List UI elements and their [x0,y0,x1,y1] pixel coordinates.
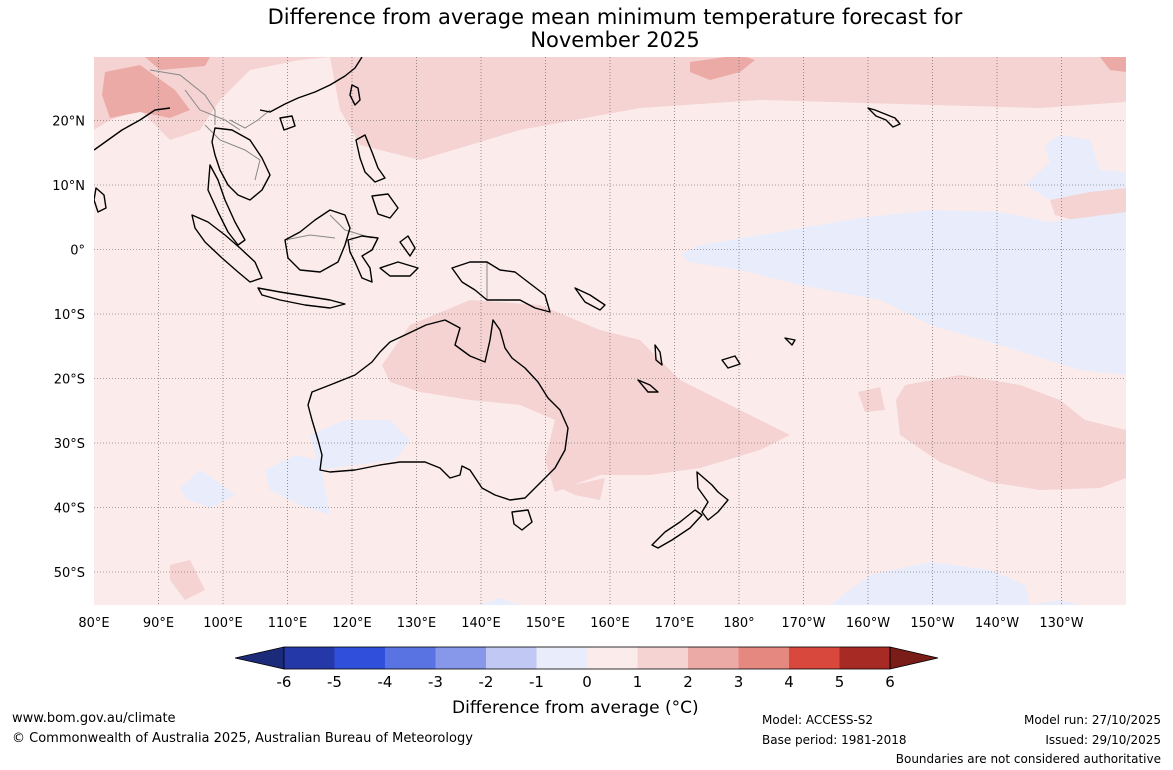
colorbar-outline [283,646,891,670]
latitude-label: 30°S [54,437,85,452]
longitude-label: 150°E [526,616,566,631]
issued-date: Issued: 29/10/2025 [1045,733,1161,747]
colorbar-segment [587,647,638,669]
website-link[interactable]: www.bom.gov.au/climate [12,711,176,726]
colorbar-segment [738,647,789,669]
colorbar-tick-label: 5 [835,673,845,691]
coast-java [257,287,346,309]
colorbar-segment [688,647,739,669]
latitude-label: 20°N [52,115,85,130]
longitude-label: 160°E [590,616,630,631]
coast-sumatra [191,214,263,283]
coast-new-zealand [696,471,729,521]
colorbar-tick-label: -2 [479,673,494,691]
longitude-labels: 80°E 90°E 100°E 110°E 120°E 130°E 140°E 150°E 16… [78,616,1083,631]
longitude-label: 110°E [268,616,308,631]
longitude-label: 100°E [203,616,243,631]
coast-new-guinea [451,261,551,313]
longitude-label: 130°E [397,616,437,631]
longitude-label: 130°W [1039,616,1083,631]
longitude-label: 180° [723,616,754,631]
longitude-label: 170°W [781,616,825,631]
copyright-text: © Commonwealth of Australia 2025, Austra… [12,731,473,746]
coast-australia [307,319,569,501]
latitude-label: 40°S [54,502,85,517]
longitude-label: 160°W [846,616,890,631]
colorbar-tick-label: 0 [582,673,592,691]
coastlines [94,57,901,549]
coast-malay-peninsula [207,164,246,246]
anomaly-band-minus1-to-0 [180,135,1126,605]
colorbar-segment [536,647,587,669]
colorbar-segment [486,647,537,669]
coast-hainan [279,115,296,131]
colorbar [234,646,939,670]
latitude-label: 50°S [54,566,85,581]
coast-taiwan [349,84,361,106]
coast-sri-lanka [94,187,107,213]
colorbar-tick-labels: -6 -5 -4 -3 -2 -1 0 1 2 3 4 5 6 [277,673,895,691]
coast-philippines-luzon [355,134,386,183]
colorbar-tick-label: -1 [529,673,544,691]
boundaries-disclaimer: Boundaries are not considered authoritat… [895,752,1161,766]
longitude-label: 120°E [332,616,372,631]
model-run-date: Model run: 27/10/2025 [1023,713,1161,727]
longitude-label: 140°E [461,616,501,631]
colorbar-segment [284,647,335,669]
anomaly-band-2-to-3 [102,57,1126,118]
colorbar-tick-label: 3 [734,673,744,691]
map-plot-area [94,57,1126,605]
colorbar-segment [789,647,840,669]
latitude-label: 10°S [54,308,85,323]
coast-new-zealand-south [651,509,703,549]
chart-title-line2: November 2025 [530,28,700,52]
colorbar-tick-label: -4 [378,673,393,691]
colorbar-tick-label: -3 [428,673,443,691]
coast-borneo [284,209,351,273]
colorbar-segment [334,647,385,669]
colorbar-tick-label: 4 [784,673,794,691]
colorbar-tick-label: 2 [683,673,693,691]
colorbar-tick-label: 1 [633,673,643,691]
longitude-label: 170°E [655,616,695,631]
colorbar-arrow-low [234,646,285,670]
colorbar-segment [839,647,890,669]
longitude-label: 80°E [78,616,109,631]
graticule [94,57,1126,605]
coast-india [94,107,171,151]
colorbar-arrow-high [889,646,939,670]
longitude-label: 140°W [975,616,1019,631]
longitude-label: 150°W [910,616,954,631]
colorbar-segment [385,647,436,669]
colorbar-segment [637,647,688,669]
base-period: Base period: 1981-2018 [762,733,907,747]
longitude-label: 90°E [143,616,174,631]
chart-title-line1: Difference from average mean minimum tem… [267,5,963,29]
latitude-labels: 20°N 10°N 0° 10°S 20°S 30°S 40°S 50°S [52,115,85,582]
colorbar-tick-label: -5 [327,673,342,691]
coast-tasmania [511,509,533,531]
coast-indochina [211,127,271,201]
coast-china [259,57,363,113]
latitude-label: 0° [70,244,85,259]
colorbar-title: Difference from average (°C) [452,698,699,718]
country-borders [149,69,488,300]
colorbar-segment [435,647,486,669]
colorbar-tick-label: 6 [885,673,895,691]
colorbar-tick-label: -6 [277,673,292,691]
latitude-label: 20°S [54,373,85,388]
latitude-label: 10°N [52,179,85,194]
coast-sulawesi [347,235,379,283]
coast-philippines-mindanao [371,193,399,219]
model-name: Model: ACCESS-S2 [762,713,874,727]
